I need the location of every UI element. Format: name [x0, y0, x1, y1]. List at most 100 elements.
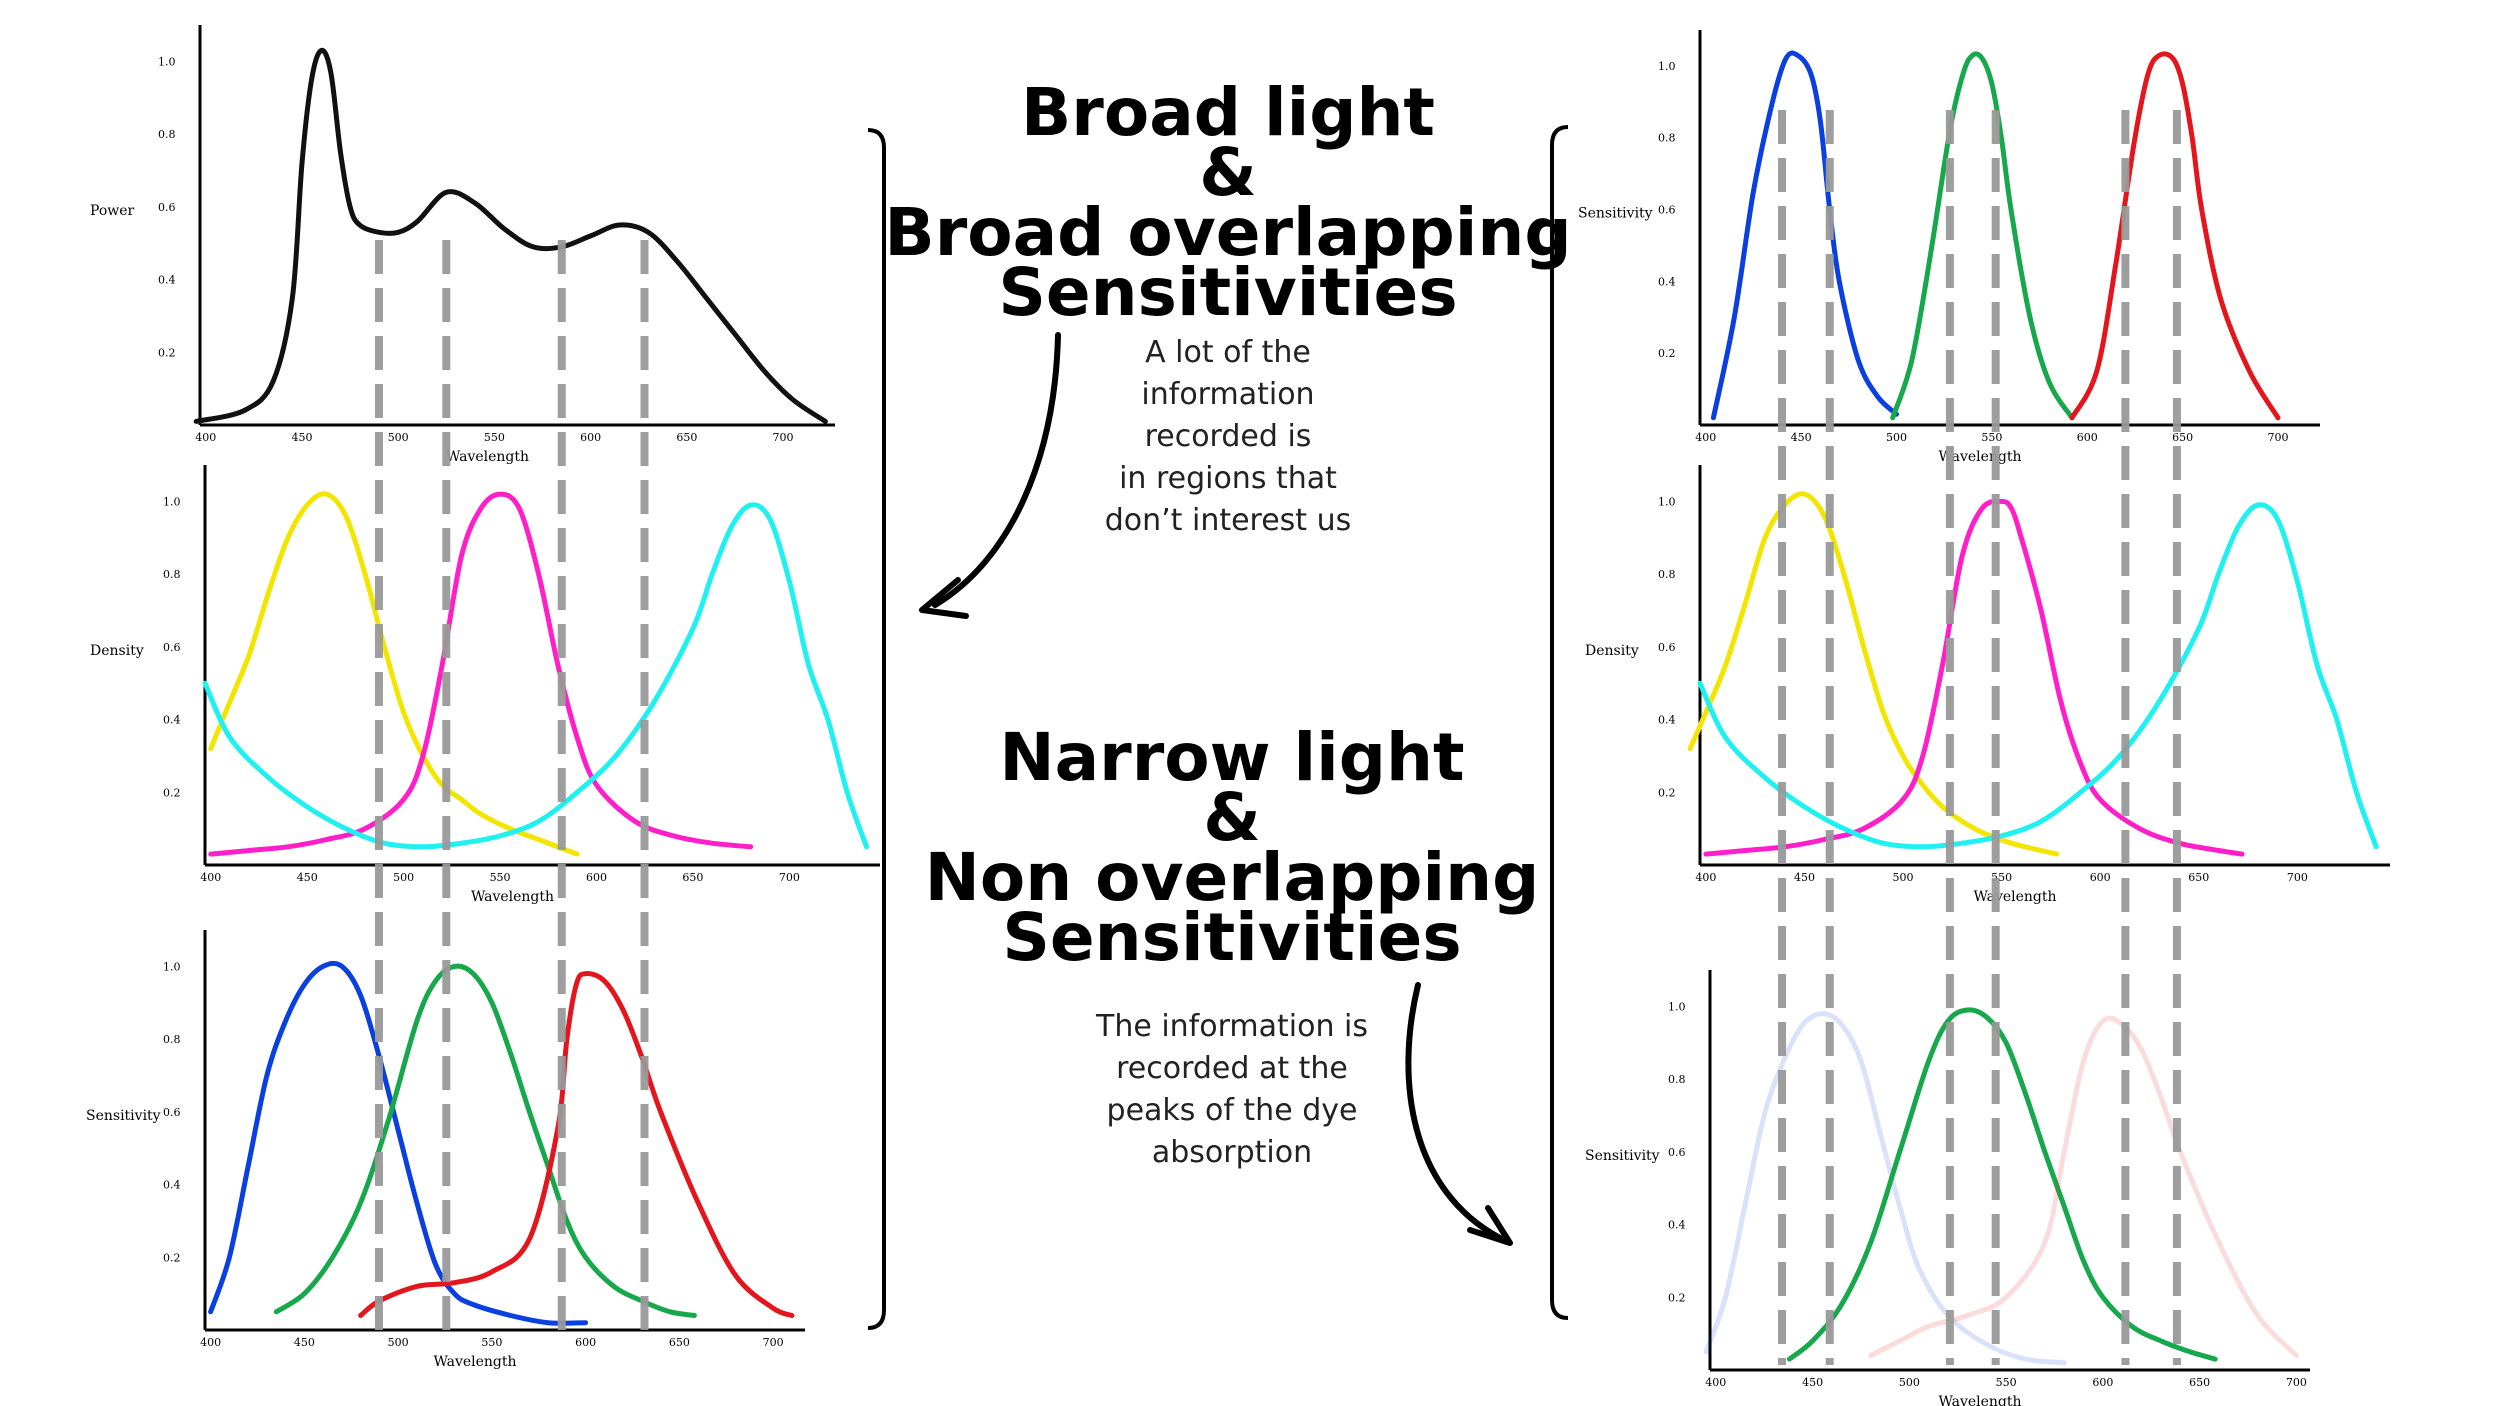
narrow-heading-line1: Narrow light — [999, 719, 1464, 796]
right-sensitivity-top-x-axis-label: Wavelength — [1938, 449, 2021, 465]
left-density-x-tick-label: 700 — [779, 871, 800, 884]
right-sensitivity-top-series-blue — [1710, 50, 1899, 421]
left-density-x-tick-label: 600 — [586, 871, 607, 884]
left-sensitivity-x-tick-label: 450 — [294, 1336, 315, 1349]
right-sensitivity-top-y-tick-label: 0.6 — [1658, 204, 1676, 217]
narrow-heading: Narrow light & Non overlapping Sensitivi… — [925, 719, 1540, 976]
left-density-y-tick-label: 1.0 — [163, 495, 181, 508]
chart-left-sensitivity: 0.2 0.4 0.6 0.8 1.0 400 450 500 550 600 650 700 Sens… — [86, 930, 805, 1370]
right-sensitivity-top-y-axis-label: Sensitivity — [1578, 206, 1653, 222]
left-density-series-magenta — [208, 491, 754, 857]
broad-note-line1: A lot of the — [1145, 335, 1311, 370]
left-power-x-tick-label: 700 — [773, 431, 794, 444]
left-density-y-tick-label: 0.2 — [163, 786, 181, 799]
left-sensitivity-y-axis-label: Sensitivity — [86, 1108, 161, 1124]
left-density-y-tick-label: 0.6 — [163, 641, 181, 654]
narrow-note-line4: absorption — [1152, 1135, 1312, 1170]
left-power-y-tick-label: 0.6 — [158, 201, 176, 214]
left-power-x-tick-label: 400 — [195, 431, 216, 444]
right-density-x-axis-label: Wavelength — [1973, 889, 2056, 905]
right-sensitivity-bottom-series-red — [1868, 1015, 2299, 1358]
left-density-x-axis-label: Wavelength — [471, 889, 554, 905]
broad-heading-line2: & — [1199, 134, 1257, 211]
right-sensitivity-bottom-x-tick-label: 500 — [1899, 1376, 1920, 1389]
broad-note-line4: in regions that — [1119, 461, 1337, 496]
right-sensitivity-bottom-x-tick-label: 700 — [2286, 1376, 2307, 1389]
right-sensitivity-top-y-tick-label: 0.2 — [1658, 347, 1676, 360]
right-density-y-tick-label: 0.8 — [1658, 568, 1676, 581]
narrow-note-line3: peaks of the dye — [1107, 1093, 1358, 1128]
right-density-series-cyan — [1697, 502, 2379, 850]
left-density-x-tick-label: 500 — [393, 871, 414, 884]
right-sensitivity-top-series-red — [2069, 51, 2281, 421]
left-density-series-cyan — [202, 502, 869, 850]
broad-heading-line4: Sensitivities — [998, 254, 1457, 331]
right-sensitivity-bottom-x-tick-label: 600 — [2092, 1376, 2113, 1389]
left-power-x-tick-label: 500 — [388, 431, 409, 444]
narrow-heading-line2: & — [1203, 779, 1261, 856]
right-density-y-tick-label: 0.2 — [1658, 786, 1676, 799]
left-sensitivity-x-tick-label: 500 — [388, 1336, 409, 1349]
right-sensitivity-top-x-tick-label: 650 — [2172, 431, 2193, 444]
left-sensitivity-x-axis-label: Wavelength — [433, 1354, 516, 1370]
right-density-series-yellow — [1687, 491, 2060, 857]
left-power-y-tick-label: 1.0 — [158, 55, 176, 68]
right-sensitivity-top-x-tick-label: 500 — [1886, 431, 1907, 444]
left-sensitivity-x-tick-label: 400 — [200, 1336, 221, 1349]
right-sensitivity-top-x-tick-label: 600 — [2077, 431, 2098, 444]
left-power-y-tick-label: 0.4 — [158, 274, 176, 287]
right-sensitivity-top-y-tick-label: 0.4 — [1658, 275, 1676, 288]
left-sensitivity-x-tick-label: 550 — [481, 1336, 502, 1349]
left-sensitivity-y-tick-label: 0.2 — [163, 1251, 181, 1264]
left-power-y-tick-label: 0.8 — [158, 128, 176, 141]
broad-note: A lot of the information recorded is in … — [1105, 335, 1352, 538]
left-density-y-tick-label: 0.8 — [163, 568, 181, 581]
right-sensitivity-top-x-tick-label: 450 — [1791, 431, 1812, 444]
right-density-y-tick-label: 1.0 — [1658, 495, 1676, 508]
left-bracket — [867, 128, 886, 1330]
arrow-to-right-charts — [1405, 982, 1513, 1246]
guide-lines — [374, 110, 2181, 1365]
right-sensitivity-bottom-x-axis-label: Wavelength — [1938, 1394, 2021, 1406]
left-power-x-tick-label: 450 — [291, 431, 312, 444]
broad-heading-line1: Broad light — [1021, 74, 1435, 151]
right-sensitivity-top-x-tick-label: 700 — [2268, 431, 2289, 444]
left-power-x-tick-label: 550 — [484, 431, 505, 444]
right-sensitivity-top-series-green — [1890, 51, 2075, 421]
right-sensitivity-bottom-y-axis-label: Sensitivity — [1585, 1148, 1660, 1164]
arrow-to-left-charts — [919, 332, 1061, 619]
right-density-series-magenta — [1703, 498, 2245, 857]
chart-right-sensitivity-top: 0.2 0.4 0.6 0.8 1.0 400 450 500 550 600 650 700 Sens… — [1578, 30, 2320, 465]
narrow-note-line1: The information is — [1095, 1009, 1368, 1044]
narrow-heading-line3: Non overlapping — [925, 839, 1540, 916]
right-sensitivity-bottom-y-tick-label: 0.4 — [1668, 1219, 1686, 1232]
left-sensitivity-x-tick-label: 650 — [669, 1336, 690, 1349]
left-sensitivity-series-blue — [208, 960, 589, 1326]
left-density-x-tick-label: 400 — [200, 871, 221, 884]
left-sensitivity-y-tick-label: 0.6 — [163, 1106, 181, 1119]
left-sensitivity-y-tick-label: 0.8 — [163, 1033, 181, 1046]
right-sensitivity-bottom-y-tick-label: 0.8 — [1668, 1073, 1686, 1086]
right-sensitivity-bottom-y-tick-label: 1.0 — [1668, 1000, 1686, 1013]
left-sensitivity-series-green — [273, 963, 697, 1318]
left-power-x-axis-label: Wavelength — [446, 449, 529, 465]
broad-note-line3: recorded is — [1145, 419, 1312, 454]
right-density-y-tick-label: 0.4 — [1658, 714, 1676, 727]
narrow-note-line2: recorded at the — [1116, 1051, 1348, 1086]
right-sensitivity-bottom-y-tick-label: 0.2 — [1668, 1291, 1686, 1304]
right-sensitivity-bottom-y-tick-label: 0.6 — [1668, 1146, 1686, 1159]
left-power-x-tick-label: 600 — [580, 431, 601, 444]
right-sensitivity-bottom-series-blue — [1703, 1011, 2067, 1366]
left-sensitivity-series-red — [358, 970, 795, 1318]
left-power-y-axis-label: Power — [90, 203, 135, 219]
right-sensitivity-top-y-tick-label: 1.0 — [1658, 60, 1676, 73]
right-sensitivity-top-x-tick-label: 400 — [1695, 431, 1716, 444]
left-sensitivity-x-tick-label: 600 — [575, 1336, 596, 1349]
left-sensitivity-x-tick-label: 700 — [763, 1336, 784, 1349]
right-sensitivity-bottom-x-tick-label: 400 — [1705, 1376, 1726, 1389]
right-sensitivity-top-y-tick-label: 0.8 — [1658, 132, 1676, 145]
right-density-x-tick-label: 450 — [1794, 871, 1815, 884]
left-density-y-tick-label: 0.4 — [163, 714, 181, 727]
